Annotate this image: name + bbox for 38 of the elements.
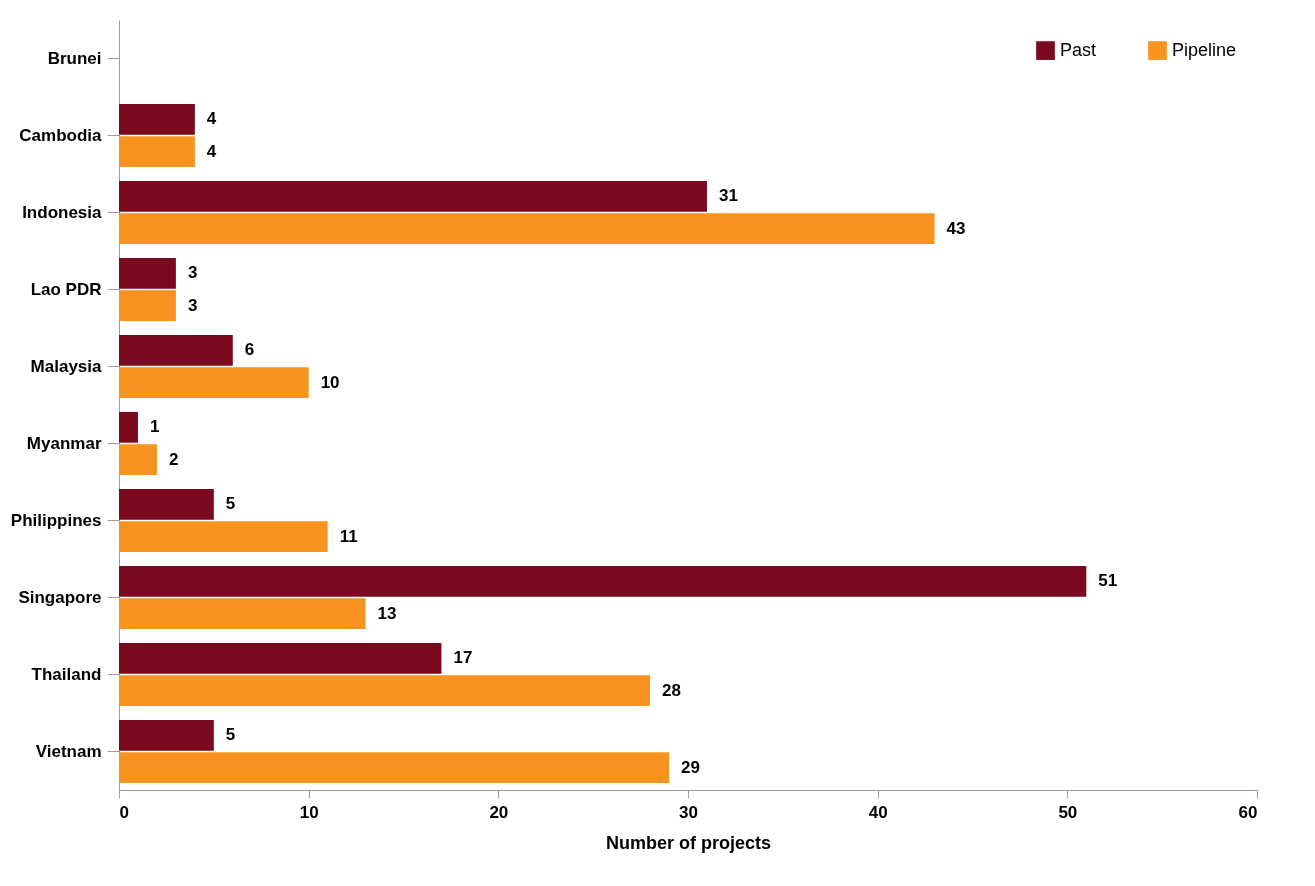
data-label: 5 bbox=[225, 725, 236, 745]
legend-label: Pipeline bbox=[1172, 39, 1237, 60]
y-tick-label: Thailand bbox=[31, 664, 102, 684]
data-label: 28 bbox=[662, 680, 681, 700]
data-label: 6 bbox=[244, 340, 255, 360]
legend-label: Past bbox=[1060, 39, 1097, 60]
x-tick-label: 0 bbox=[119, 802, 129, 822]
data-label: 3 bbox=[187, 295, 198, 315]
y-tick-label: Cambodia bbox=[19, 125, 103, 145]
x-tick-label: 40 bbox=[868, 802, 888, 822]
data-label: 31 bbox=[718, 186, 738, 206]
x-tick-label: 60 bbox=[1238, 802, 1258, 822]
data-label: 11 bbox=[339, 526, 358, 546]
x-tick-label: 10 bbox=[299, 802, 319, 822]
data-label: 43 bbox=[946, 218, 966, 238]
data-label: 10 bbox=[320, 372, 340, 392]
data-label: 17 bbox=[453, 648, 473, 668]
data-label: 13 bbox=[377, 603, 397, 623]
x-tick-label: 50 bbox=[1058, 802, 1078, 822]
data-label: 4 bbox=[206, 141, 217, 161]
x-tick-label: 20 bbox=[489, 802, 509, 822]
data-label: 2 bbox=[168, 449, 179, 469]
y-tick-label: Philippines bbox=[10, 510, 102, 530]
data-label: 51 bbox=[1098, 571, 1118, 591]
y-tick-label: Indonesia bbox=[22, 202, 103, 222]
x-tick-label: 30 bbox=[679, 802, 698, 822]
data-label: 5 bbox=[225, 494, 236, 514]
y-tick-label: Vietnam bbox=[35, 741, 102, 761]
y-tick-label: Myanmar bbox=[26, 433, 102, 453]
data-label: 29 bbox=[681, 757, 700, 777]
data-label: 3 bbox=[187, 263, 198, 283]
x-axis-title: Number of projects bbox=[605, 832, 772, 853]
y-tick-label: Singapore bbox=[18, 587, 102, 607]
y-tick-label: Malaysia bbox=[30, 356, 103, 376]
data-label: 4 bbox=[206, 109, 217, 129]
y-tick-label: Lao PDR bbox=[30, 279, 102, 299]
data-label: 1 bbox=[149, 417, 160, 437]
y-tick-label: Brunei bbox=[47, 48, 102, 68]
